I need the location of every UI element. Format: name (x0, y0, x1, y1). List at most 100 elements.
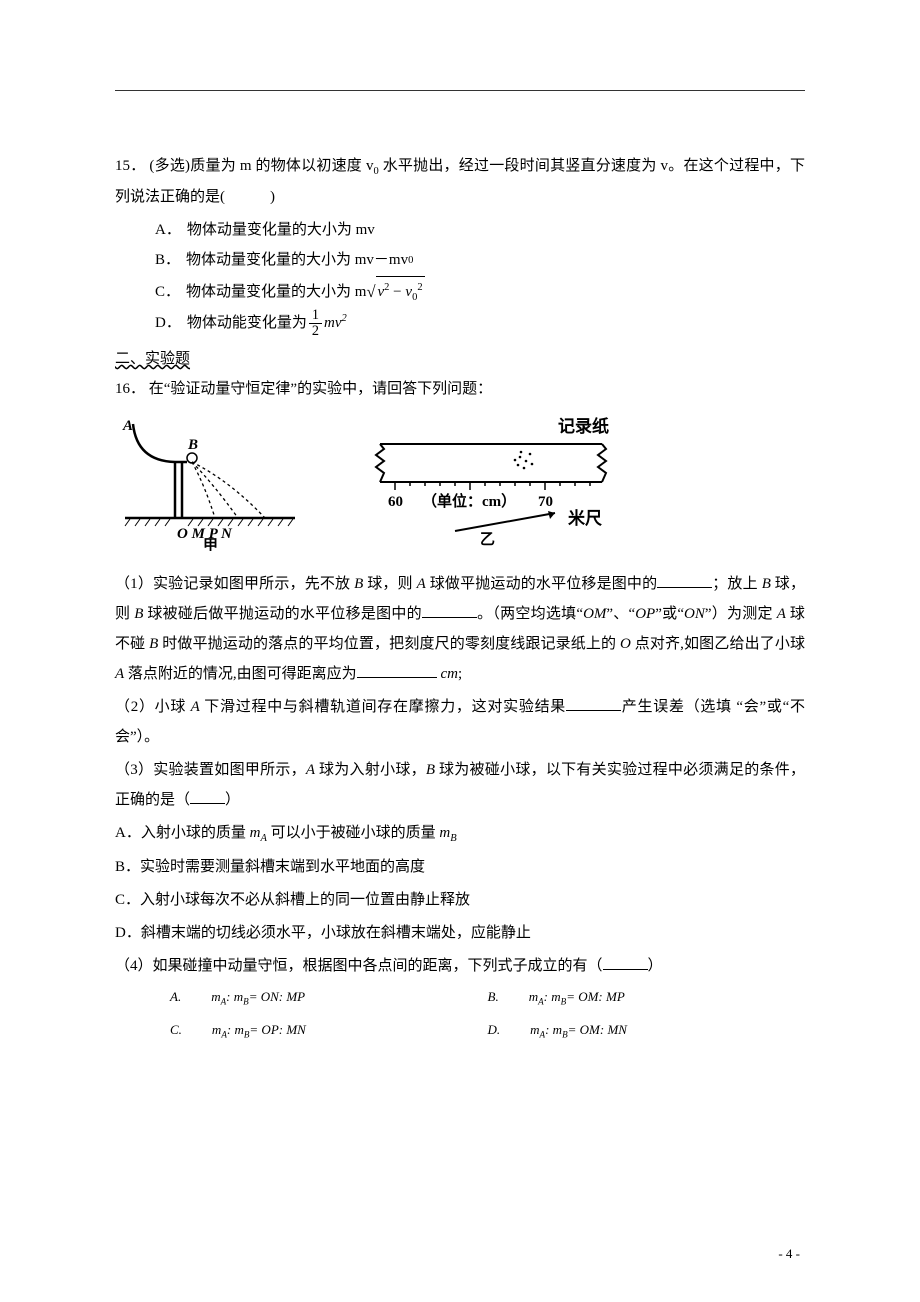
q16-var-a3: A (115, 666, 124, 682)
q16-part2: （2）小球 A 下滑过程中与斜槽轨道间存在摩擦力，这对实验结果产生误差（选填 “… (115, 692, 805, 752)
q15-number: 15． (115, 158, 145, 174)
q15-option-c: C． 物体动量变化量的大小为 m √ v2 − v02 (115, 275, 805, 308)
q16-part3: （3）实验装置如图甲所示，A 球为入射小球，B 球为被碰小球，以下有关实验过程中… (115, 755, 805, 815)
q16-mb: mB (439, 825, 456, 841)
q16-1-b: 球，则 (363, 576, 416, 592)
q16-3-opt-c: C．入射小球每次不必从斜槽上的同一位置由静止释放 (115, 885, 805, 915)
q16-4-d: D. mA: mB= OM: MN (488, 1017, 806, 1044)
blank-6 (603, 955, 648, 970)
q16-2-b: 下滑过程中与斜槽轨道间存在摩擦力，这对实验结果 (200, 699, 566, 715)
q16-var-b4: B (149, 636, 158, 652)
q15-d-mv2: mv2 (324, 308, 347, 338)
section-2-header: 二、实验题 (115, 344, 805, 374)
q16-4-c: C. mA: mB= OP: MN (170, 1017, 488, 1044)
q15-d-label: D． (155, 308, 181, 338)
q16-var-a2: A (777, 606, 786, 622)
q16-3c-label: C． (115, 892, 140, 908)
q16-2-a: （2）小球 (115, 699, 191, 715)
q16-4d-text: mA: mB= OM: MN (530, 1017, 627, 1044)
q16-part1: （1）实验记录如图甲所示，先不放 B 球，则 A 球做平抛运动的水平位移是图中的… (115, 569, 805, 689)
q15-text-a: (多选)质量为 m 的物体以初速度 v (149, 158, 373, 174)
q16-4-end: ） (648, 958, 663, 974)
blank-3 (357, 663, 437, 678)
q16-3-c-text: 入射小球每次不必从斜槽上的同一位置由静止释放 (140, 892, 470, 908)
q16-4a-label: A. (170, 984, 181, 1010)
q16-1-n: 落点附近的情况,由图可得距离应为 (124, 666, 357, 682)
q16-4b-text: mA: mB= OM: MP (529, 984, 625, 1011)
q15-a-text: 物体动量变化量的大小为 mv (187, 215, 375, 245)
blank-1 (657, 573, 712, 588)
q16-3-opt-b: B．实验时需要测量斜槽末端到水平地面的高度 (115, 852, 805, 882)
q16-4-text: （4）如果碰撞中动量守恒，根据图中各点间的距离，下列式子成立的有（ (115, 958, 603, 974)
q15-stem: 15． (多选)质量为 m 的物体以初速度 v0 水平抛出，经过一段时间其竖直分… (115, 151, 805, 212)
fig-right-unit: （单位：cm） (422, 492, 516, 510)
figure-left: A B O M P N 甲 (115, 416, 300, 551)
q16-3-a-mid: 可以小于被碰小球的质量 (267, 825, 440, 841)
q16-var-a5: A (306, 762, 315, 778)
q15-d-text: 物体动能变化量为 (187, 308, 307, 338)
q16-4c-text: mA: mB= OP: MN (212, 1017, 306, 1044)
fig-right-ruler-label: 米尺 (568, 508, 602, 528)
blank-4 (566, 696, 621, 711)
q16-1-d: ；放上 (712, 576, 761, 592)
q16-4-options: A. mA: mB= ON: MP B. mA: mB= OM: MP C. m… (115, 984, 805, 1044)
fig-left-a: A (122, 418, 133, 434)
q16-3-d-text: 斜槽末端的切线必须水平，小球放在斜槽末端处，应能静止 (141, 925, 531, 941)
top-rule (115, 90, 805, 91)
q15-option-d: D． 物体动能变化量为 12 mv2 (115, 308, 805, 338)
q16-var-b5: B (426, 762, 435, 778)
q16-1-a: （1）实验记录如图甲所示，先不放 (115, 576, 354, 592)
q16-3-a-text: 入射小球的质量 (141, 825, 250, 841)
q15-a-label: A． (155, 215, 181, 245)
q16-var-om: OM (583, 606, 606, 622)
fig-left-caption: 甲 (203, 537, 218, 551)
q15-b-sub: 0 (408, 250, 413, 271)
q16-var-o: O (620, 636, 631, 652)
q16-4d-label: D. (488, 1017, 501, 1043)
sqrt-icon: √ v2 − v02 (366, 275, 424, 308)
q16-1-m: 点对齐,如图乙给出了小球 (631, 636, 805, 652)
fig-right-paper-label: 记录纸 (558, 416, 609, 436)
q16-3-b-text: 实验时需要测量斜槽末端到水平地面的高度 (140, 859, 425, 875)
q16-4-a: A. mA: mB= ON: MP (170, 984, 488, 1011)
fig-right-70: 70 (538, 494, 553, 510)
q16-var-a4: A (191, 699, 200, 715)
q15-c-text: 物体动量变化量的大小为 m (186, 277, 366, 307)
fig-right-caption: 乙 (480, 532, 495, 548)
q16-1-j: ”）为测定 (705, 606, 777, 622)
q16-3-a: （3）实验装置如图甲所示， (115, 762, 306, 778)
q16-part4: （4）如果碰撞中动量守恒，根据图中各点间的距离，下列式子成立的有（ ） (115, 951, 805, 981)
q16-intro: 16． 在“验证动量守恒定律”的实验中，请回答下列问题： (115, 374, 805, 404)
q16-1-l: 时做平抛运动的落点的平均位置，把刻度尺的零刻度线跟记录纸上的 (158, 636, 620, 652)
q15-b-label: B． (155, 245, 180, 275)
section-2-title: 二、实验题 (115, 344, 190, 374)
blank-2 (422, 603, 477, 618)
blank-5 (190, 789, 225, 804)
fig-left-b: B (187, 437, 198, 453)
q16-1-i: ”或“ (655, 606, 684, 622)
q16-3-d: ） (225, 792, 240, 808)
q15-b-text: 物体动量变化量的大小为 mv－mv (186, 245, 408, 275)
q16-ma: mA (250, 825, 267, 841)
q16-4c-label: C. (170, 1017, 182, 1043)
q16-3-b: 球为入射小球， (315, 762, 426, 778)
fraction-half: 12 (309, 308, 322, 338)
q16-4b-label: B. (488, 984, 499, 1010)
q16-3d-label: D． (115, 925, 141, 941)
q16-3a-label: A． (115, 825, 141, 841)
q16-3-opt-d: D．斜槽末端的切线必须水平，小球放在斜槽末端处，应能静止 (115, 918, 805, 948)
q16-var-op: OP (635, 606, 655, 622)
q16-1-f: 球被碰后做平抛运动的水平位移是图中的 (143, 606, 421, 622)
q16-var-b2: B (762, 576, 771, 592)
figure-right: 记录纸 60 （单位：cm） 70 米尺 乙 (360, 416, 640, 551)
q16-1-c: 球做平抛运动的水平位移是图中的 (426, 576, 657, 592)
q16-1-unit: cm (437, 666, 458, 682)
q16-var-a1: A (417, 576, 426, 592)
q15-option-a: A． 物体动量变化量的大小为 mv (115, 215, 805, 245)
q16-1-g: 。（两空均选填“ (477, 606, 583, 622)
figures-row: A B O M P N 甲 记录纸 (115, 416, 805, 551)
fig-right-60: 60 (388, 494, 403, 510)
q16-3-opt-a: A．入射小球的质量 mA 可以小于被碰小球的质量 mB (115, 818, 805, 849)
q16-4a-text: mA: mB= ON: MP (211, 984, 305, 1011)
page-number: - 4 - (778, 1241, 800, 1267)
